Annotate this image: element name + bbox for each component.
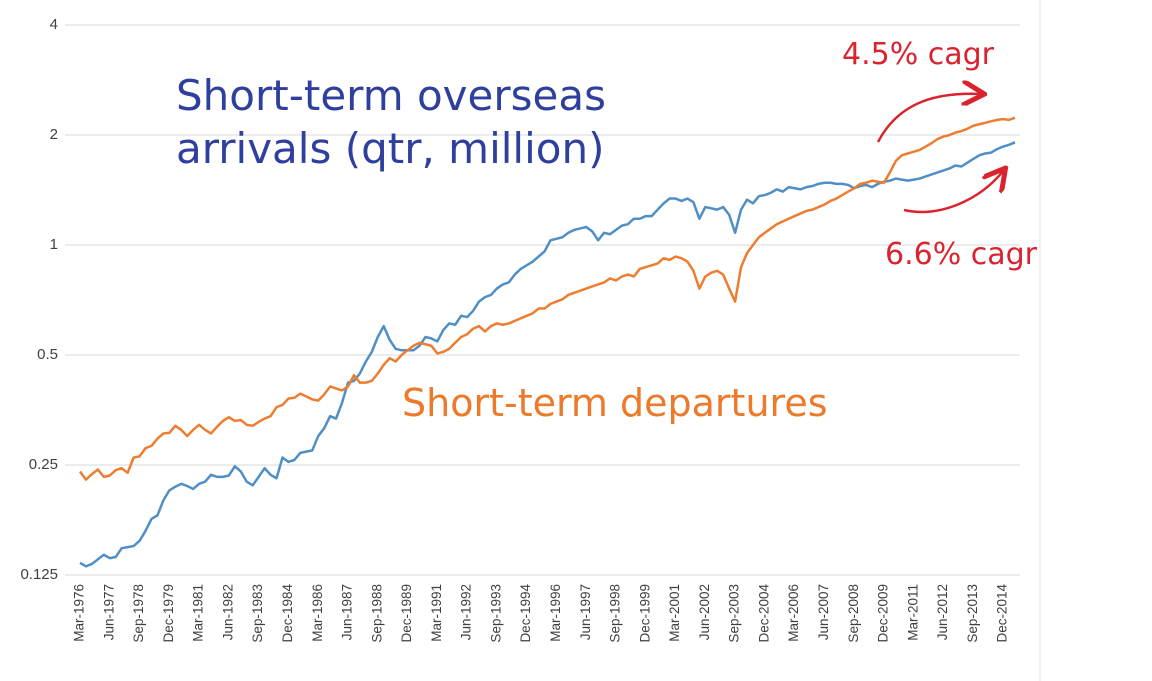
x-tick-label: Dec-2009 [876, 584, 891, 643]
lines [78, 116, 1016, 568]
series-label: Short-term overseas arrivals (qtr, milli… [176, 71, 606, 173]
x-tick-label: Mar-2001 [667, 584, 682, 642]
x-tick-label: Mar-1986 [310, 584, 325, 642]
x-tick-label: Dec-2014 [995, 584, 1010, 643]
series-label: Short-term departures [402, 381, 828, 425]
arrow [876, 94, 982, 143]
y-tick-label: 0.125 [20, 566, 58, 583]
x-tick-label: Mar-1981 [191, 584, 206, 642]
x-tick-label: Sep-2003 [727, 584, 742, 643]
annotation: 6.6% cagr [885, 237, 1038, 272]
x-tick-label: Jun-1992 [459, 584, 474, 640]
x-tick-label: Jun-1997 [578, 584, 593, 640]
y-tick-label: 1 [50, 236, 58, 253]
x-tick-label: Mar-1976 [72, 584, 87, 642]
y-tick-label: 2 [50, 126, 58, 143]
x-tick-label: Jun-1977 [101, 584, 116, 640]
x-tick-label: Mar-1991 [429, 584, 444, 642]
x-tick-label: Mar-2006 [786, 584, 801, 642]
arrow [903, 170, 1004, 214]
y-tick-label: 4 [50, 16, 58, 33]
series-line [79, 141, 1016, 568]
x-tick-label: Dec-1994 [518, 584, 533, 643]
x-tick-label: Mar-2011 [905, 584, 920, 641]
x-tick-label: Sep-1998 [608, 584, 623, 643]
x-tick-label: Jun-2002 [697, 584, 712, 640]
y-tick-label: 0.5 [37, 346, 58, 363]
x-tick-label: Sep-1988 [369, 584, 384, 643]
labels: 0.125 0.25 0.5 1 2 4 Mar-1976 Jun-1977 Sep-1978 D… [20, 16, 1009, 643]
annotation: 4.5% cagr [842, 37, 995, 72]
x-tick-label: Jun-1982 [220, 584, 235, 640]
x-tick-label: Sep-2013 [965, 584, 980, 643]
x-tick-label: Sep-2008 [846, 584, 861, 643]
x-tick-label: Dec-1989 [399, 584, 414, 643]
x-tick-label: Jun-2012 [935, 584, 950, 640]
grid [65, 24, 1020, 576]
y-tick-label: 0.25 [29, 456, 58, 473]
x-tick-label: Dec-1984 [280, 584, 295, 643]
x-tick-label: Dec-1979 [161, 584, 176, 643]
x-tick-label: Dec-1999 [637, 584, 652, 643]
x-tick-label: Sep-1993 [488, 584, 503, 643]
series-line [78, 116, 1016, 481]
x-tick-label: Sep-1983 [250, 584, 265, 643]
x-tick-label: Sep-1978 [131, 584, 146, 643]
x-tick-label: Mar-1996 [548, 584, 563, 642]
x-tick-label: Jun-1987 [340, 584, 355, 640]
x-tick-label: Jun-2007 [816, 584, 831, 640]
x-tick-label: Dec-2004 [756, 584, 771, 643]
